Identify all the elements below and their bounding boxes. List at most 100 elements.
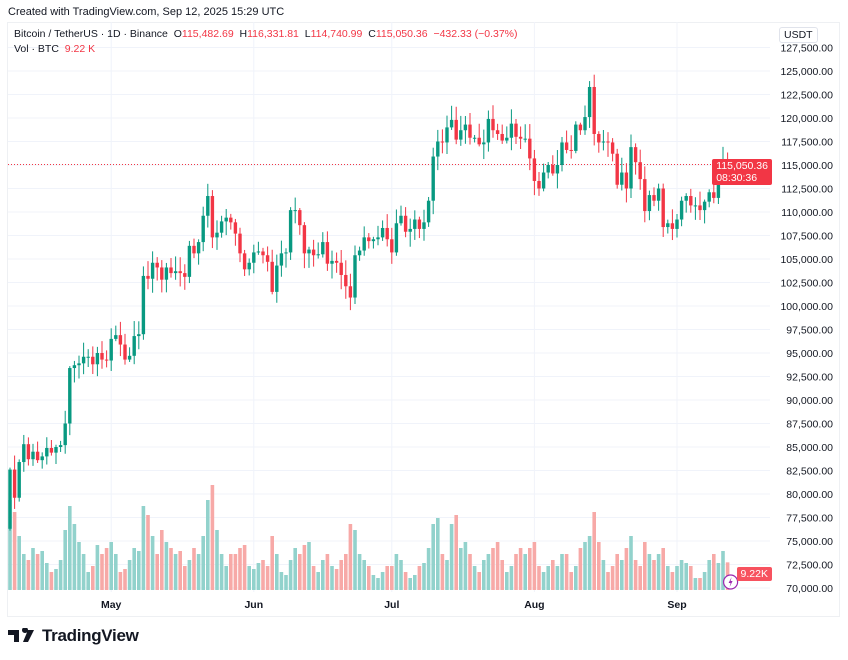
volume-bar xyxy=(606,572,610,590)
y-tick-label: 112,500.00 xyxy=(781,184,833,196)
candle xyxy=(638,149,642,190)
volume-value: 9.22 K xyxy=(64,43,96,55)
volume-bar xyxy=(569,572,573,590)
candle-body xyxy=(560,142,564,165)
volume-tag: 9.22K xyxy=(736,567,772,581)
volume-bar xyxy=(270,536,274,590)
candle-body xyxy=(385,227,389,240)
volume-bar xyxy=(385,566,389,590)
candle-body xyxy=(606,141,610,143)
volume-bar xyxy=(307,542,311,590)
tradingview-logo[interactable]: TradingView xyxy=(8,626,139,646)
candle-body xyxy=(275,265,279,292)
candle-body xyxy=(109,338,113,361)
candle xyxy=(394,209,399,256)
lightning-icon-glyph xyxy=(728,577,733,587)
candle-body xyxy=(463,124,468,131)
candle xyxy=(440,129,445,154)
volume-bar xyxy=(394,554,399,590)
candle xyxy=(564,130,569,154)
candle xyxy=(95,346,100,377)
candle xyxy=(707,189,711,208)
created-caption: Created with TradingView.com, Sep 12, 20… xyxy=(8,6,285,18)
candle xyxy=(49,440,54,456)
candle xyxy=(413,210,417,240)
volume-bar xyxy=(564,554,569,590)
open-label: O xyxy=(173,28,182,40)
candle-body xyxy=(624,172,629,189)
candle-body xyxy=(482,142,486,145)
candle-body xyxy=(408,228,412,232)
candle xyxy=(380,220,385,241)
volume-bar xyxy=(201,536,205,590)
volume-bar xyxy=(679,560,684,590)
candle-body xyxy=(390,239,394,253)
candle-body xyxy=(252,252,256,263)
candle xyxy=(482,129,486,160)
candle-body xyxy=(620,172,624,185)
volume-bar xyxy=(587,536,592,590)
candle-body xyxy=(183,273,187,277)
candle xyxy=(606,132,610,157)
candle xyxy=(288,207,293,260)
volume-bar xyxy=(380,572,385,590)
candle-body xyxy=(123,344,127,360)
volume-bar xyxy=(256,563,261,590)
candle xyxy=(362,226,366,256)
candle xyxy=(284,248,288,268)
x-tick-label: Sep xyxy=(667,599,686,611)
y-tick-label: 100,000.00 xyxy=(780,301,833,313)
y-tick-label: 122,500.00 xyxy=(780,90,833,102)
y-tick-label: 115,000.00 xyxy=(781,160,833,172)
candle-body xyxy=(284,252,288,254)
candle xyxy=(104,350,109,368)
candle-body xyxy=(403,215,408,232)
candle-body xyxy=(633,147,638,163)
volume-bar xyxy=(265,566,270,590)
candle-body xyxy=(353,255,357,298)
candle xyxy=(114,325,118,342)
volume-label[interactable]: Vol · BTC xyxy=(14,43,59,55)
volume-bar xyxy=(219,554,224,590)
candle-body xyxy=(574,124,578,151)
volume-bar xyxy=(721,551,725,590)
candle-body xyxy=(546,165,550,173)
volume-bar xyxy=(45,563,49,590)
volume-bar xyxy=(426,548,431,590)
volume-bar xyxy=(81,554,86,590)
symbol-title[interactable]: Bitcoin / TetherUS · 1D · Binance xyxy=(14,28,168,40)
y-tick-label: 105,000.00 xyxy=(780,254,833,266)
volume-bar xyxy=(210,485,215,590)
candle xyxy=(132,321,136,365)
candle-body xyxy=(399,215,403,224)
volume-bar xyxy=(146,515,150,590)
candle-body xyxy=(22,444,26,463)
currency-button[interactable]: USDT xyxy=(779,27,818,43)
candle xyxy=(445,115,449,154)
candle-body xyxy=(684,196,688,201)
candle xyxy=(22,434,26,472)
volume-bar xyxy=(537,566,541,590)
volume-bar xyxy=(321,560,325,590)
volume-bar xyxy=(206,500,210,590)
y-tick-label: 72,500.00 xyxy=(786,560,833,572)
high-value: 116,331.81 xyxy=(247,28,299,40)
candle xyxy=(275,254,279,303)
candle-body xyxy=(178,271,182,274)
last-price-tag: 115,050.36 08:30:36 xyxy=(712,159,772,185)
volume-bars xyxy=(8,485,730,590)
candle-body xyxy=(127,355,132,360)
volume-bar xyxy=(615,554,619,590)
volume-bar xyxy=(684,563,688,590)
tradingview-logo-icon xyxy=(8,628,34,642)
candle-body xyxy=(707,192,711,202)
candle-body xyxy=(132,336,136,356)
candle-body xyxy=(523,138,527,140)
volume-bar xyxy=(495,542,500,590)
candle-body xyxy=(26,444,31,460)
close-value: 115,050.36 xyxy=(375,28,428,40)
volume-bar xyxy=(169,548,173,590)
candle-body xyxy=(40,456,44,461)
volume-bar xyxy=(100,554,104,590)
